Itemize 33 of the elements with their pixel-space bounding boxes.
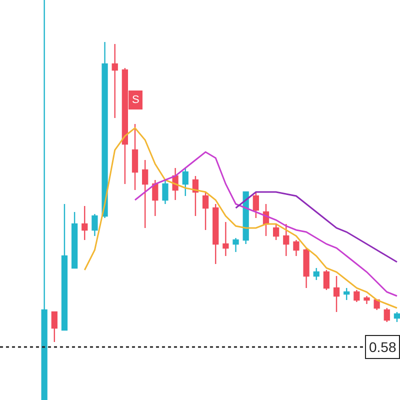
- candlestick: [293, 239, 300, 257]
- candlestick: [162, 179, 168, 205]
- candlestick: [82, 205, 88, 241]
- annotation: S: [132, 94, 140, 106]
- candlestick: [273, 223, 280, 241]
- candlestick: [212, 203, 219, 265]
- candlestick: [41, 0, 48, 400]
- candlestick: [354, 289, 360, 303]
- candlestick: [384, 307, 390, 323]
- candlestick: [333, 275, 340, 313]
- candlestick: [152, 179, 158, 217]
- candlestick: [192, 175, 199, 217]
- candlestick: [142, 159, 148, 229]
- candlestick: [232, 237, 239, 253]
- candlestick: [303, 247, 310, 289]
- candlestick: [182, 167, 188, 197]
- candlestick: [202, 191, 209, 231]
- candlestick: [344, 287, 350, 301]
- candlestick: [364, 295, 370, 305]
- candlestick: [61, 203, 68, 331]
- candlestick: [222, 221, 229, 257]
- annotation: 0.58: [369, 339, 396, 355]
- candlestick: [112, 43, 118, 119]
- candlestick: [71, 211, 78, 269]
- candlestick: [394, 311, 400, 323]
- candlestick: [132, 123, 138, 191]
- candlestick: [51, 311, 58, 343]
- candlestick: [92, 213, 98, 237]
- candlestick: [252, 191, 259, 219]
- candlestick: [283, 223, 290, 257]
- candlestick: [323, 269, 330, 291]
- candlestick: [313, 267, 320, 281]
- candlestick: [102, 41, 108, 219]
